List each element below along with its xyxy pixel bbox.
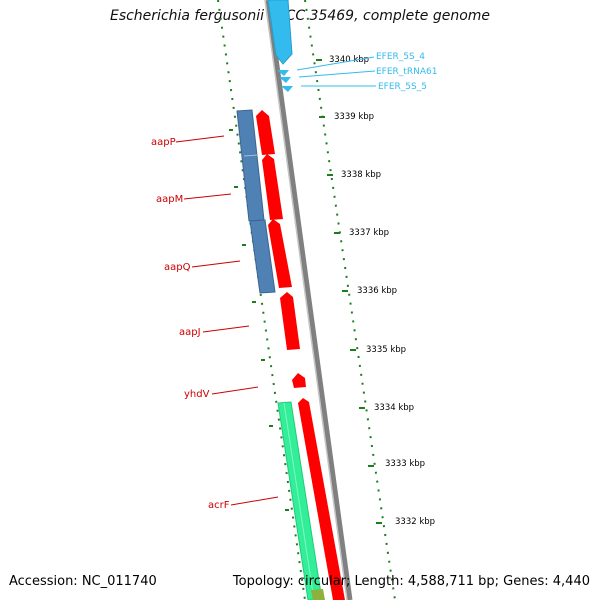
scale-labels: 3340 kbp 3339 kbp 3338 kbp 3337 kbp 3336…	[329, 55, 435, 527]
gene-label: aapP	[151, 137, 176, 148]
kbp-label: 3338 kbp	[341, 170, 381, 180]
genome-title: Escherichia fergusonii ATCC 35469, compl…	[109, 8, 491, 24]
kbp-label: 3340 kbp	[329, 55, 369, 65]
gene-label: aapM	[156, 194, 183, 205]
kbp-label: 3333 kbp	[385, 459, 425, 469]
genome-summary-text: Topology: circular; Length: 4,588,711 bp…	[232, 574, 590, 589]
transporter-blocks	[236, 109, 276, 294]
rna-label: EFER_tRNA61	[376, 67, 437, 77]
gene-labels: aapP aapM aapQ aapJ yhdV acrF	[151, 135, 279, 511]
rna-labels: EFER_5S_4 EFER_tRNA61 EFER_5S_5	[296, 52, 437, 92]
rna-features	[267, 0, 293, 92]
kbp-label: 3335 kbp	[366, 345, 406, 355]
inner-gc-dotted-track	[217, 0, 306, 600]
kbp-label: 3332 kbp	[395, 517, 435, 527]
kbp-label: 3337 kbp	[349, 228, 389, 238]
gene-label: yhdV	[184, 389, 210, 400]
gene-label: aapQ	[164, 262, 191, 273]
gene-label: acrF	[208, 500, 230, 511]
kbp-label: 3334 kbp	[374, 403, 414, 413]
outer-gc-dotted-track	[304, 0, 396, 600]
genome-backbone	[265, 0, 353, 600]
kbp-label: 3336 kbp	[357, 286, 397, 296]
accession-text: Accession: NC_011740	[9, 574, 157, 589]
gene-label: aapJ	[179, 327, 201, 338]
scale-ticks	[316, 59, 382, 524]
efflux-block	[277, 401, 325, 600]
rna-label: EFER_5S_5	[378, 82, 427, 92]
genome-backbone-highlight	[264, 0, 348, 600]
inner-tick-marks	[229, 129, 289, 511]
rna-label: EFER_5S_4	[376, 52, 425, 62]
kbp-label: 3339 kbp	[334, 112, 374, 122]
cds-arrows	[256, 110, 345, 600]
